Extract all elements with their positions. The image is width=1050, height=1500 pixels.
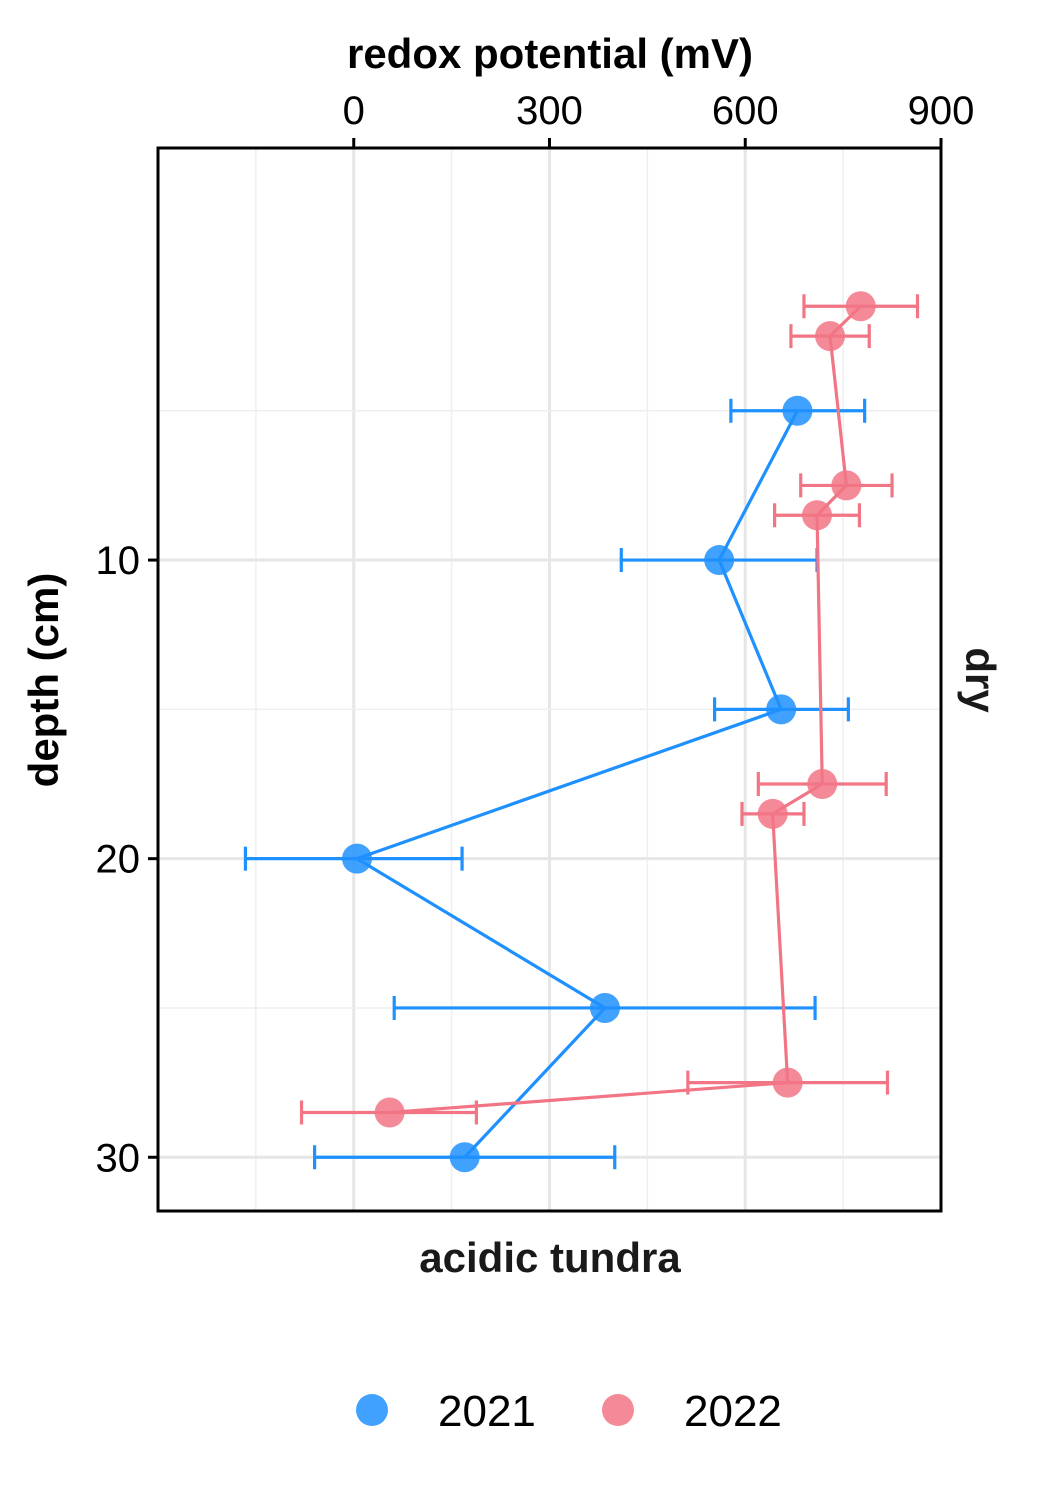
series-line bbox=[353, 410, 799, 1159]
legend-key-2021 bbox=[356, 1394, 388, 1426]
series-2021 bbox=[243, 395, 867, 1173]
data-point bbox=[807, 769, 838, 800]
y-tick-label: 30 bbox=[96, 1136, 141, 1180]
data-point bbox=[772, 1067, 803, 1098]
data-point bbox=[374, 1097, 405, 1128]
legend-key-2022 bbox=[602, 1394, 634, 1426]
legend-label-2021: 2021 bbox=[438, 1387, 536, 1436]
data-point bbox=[342, 843, 373, 874]
x-tick-label: 900 bbox=[908, 89, 975, 133]
data-point bbox=[845, 291, 876, 322]
y-axis-title: depth (cm) bbox=[20, 573, 67, 788]
data-series bbox=[243, 291, 920, 1173]
data-point bbox=[766, 694, 797, 725]
facet-label-bottom: acidic tundra bbox=[419, 1234, 681, 1281]
data-point bbox=[815, 321, 846, 352]
x-tick-label: 300 bbox=[516, 89, 583, 133]
x-tick-label: 0 bbox=[343, 89, 365, 133]
data-point bbox=[802, 500, 833, 531]
data-point bbox=[589, 992, 620, 1023]
facet-label-right: dry bbox=[957, 647, 1004, 713]
legend: 2021 2022 bbox=[356, 1387, 782, 1436]
x-tick-label: 600 bbox=[712, 89, 779, 133]
y-tick-label: 20 bbox=[96, 838, 141, 882]
data-point bbox=[449, 1142, 480, 1173]
data-point bbox=[704, 545, 735, 576]
axis-ticks: 0 300 600 900 10 20 30 bbox=[96, 89, 975, 1180]
data-point bbox=[831, 470, 862, 501]
y-tick-label: 10 bbox=[96, 539, 141, 583]
series-2022 bbox=[299, 291, 920, 1128]
data-point bbox=[757, 798, 788, 829]
series-line bbox=[389, 305, 862, 1115]
x-axis-title: redox potential (mV) bbox=[347, 30, 753, 77]
data-point bbox=[782, 395, 813, 426]
legend-label-2022: 2022 bbox=[684, 1387, 782, 1436]
